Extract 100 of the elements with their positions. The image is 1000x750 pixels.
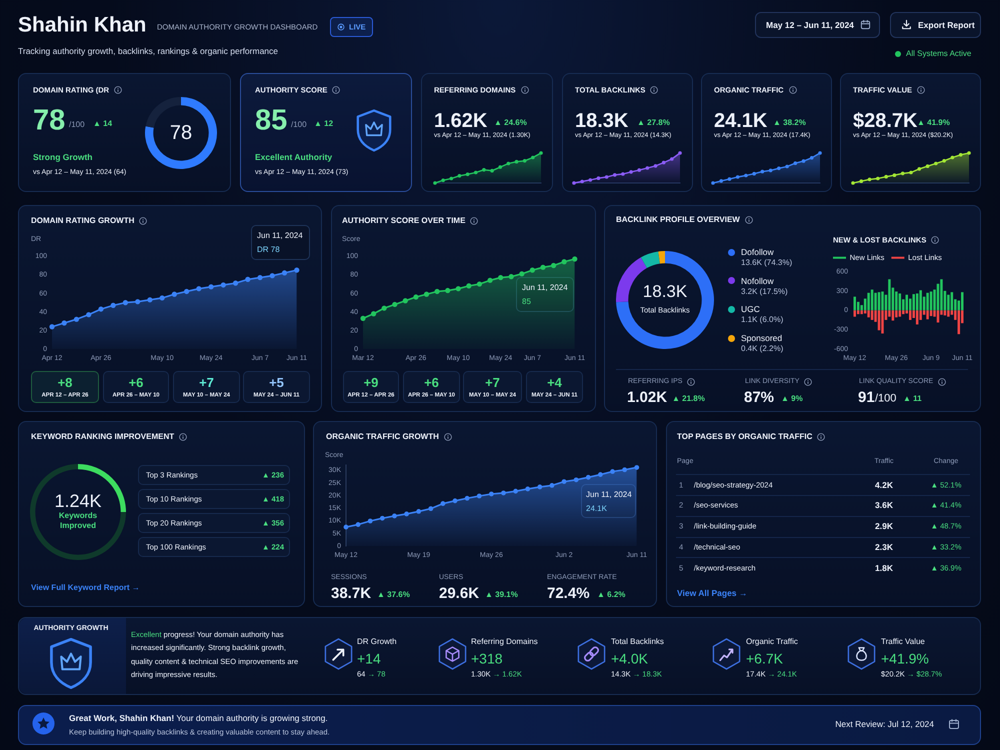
text: All Systems Active — [906, 49, 972, 58]
point — [917, 167, 922, 171]
point — [506, 162, 510, 166]
text: 2.3K — [875, 542, 893, 552]
text: 18.3K — [642, 282, 688, 301]
bar — [958, 310, 960, 334]
text: +9 — [364, 375, 378, 390]
point — [458, 174, 462, 178]
point — [612, 173, 617, 177]
point — [245, 276, 250, 282]
point — [934, 162, 938, 166]
point — [958, 153, 963, 157]
bar — [898, 310, 902, 317]
point — [540, 264, 546, 270]
point — [356, 522, 361, 527]
text: +4 — [547, 375, 562, 390]
chart-title: ORGANIC TRAFFIC GROWTH — [326, 432, 439, 442]
text: +318 — [471, 650, 503, 667]
point — [519, 271, 524, 276]
text: 29.6K — [439, 585, 480, 602]
bar — [908, 310, 912, 320]
point — [604, 175, 608, 179]
point — [572, 181, 576, 185]
text: 78 — [33, 104, 66, 137]
point — [785, 164, 789, 168]
point — [474, 170, 478, 174]
point — [909, 170, 913, 174]
chart-title: KEYWORD RANKING IMPROVEMENT — [31, 432, 174, 442]
point — [464, 496, 470, 501]
point — [514, 160, 518, 164]
text: 18.3K — [575, 110, 628, 132]
point — [476, 281, 482, 287]
point — [670, 157, 674, 161]
point — [294, 268, 300, 273]
point — [610, 469, 615, 474]
point — [596, 176, 600, 180]
text: +41.9% — [881, 650, 929, 667]
text: DR Growth — [357, 637, 397, 646]
bar — [906, 294, 908, 310]
text: ▲ 39.1% — [485, 590, 518, 600]
point — [490, 168, 494, 172]
text: 91 — [858, 389, 875, 406]
point — [562, 479, 566, 484]
chart-title: AUTHORITY SCORE OVER TIME — [342, 216, 466, 226]
text: 85 — [255, 104, 288, 137]
bar — [892, 310, 894, 321]
point — [498, 274, 504, 280]
point — [476, 494, 482, 498]
bar — [936, 310, 940, 323]
text: /100 — [875, 392, 896, 404]
point — [122, 300, 128, 306]
point — [537, 484, 542, 490]
point — [433, 181, 437, 185]
point — [884, 174, 888, 178]
bar — [895, 292, 898, 310]
point — [49, 324, 55, 330]
point — [851, 181, 855, 185]
text: 4.2K — [875, 480, 893, 490]
bar — [864, 310, 866, 314]
point — [62, 320, 67, 326]
point — [498, 165, 502, 169]
point — [402, 298, 408, 304]
point — [802, 159, 806, 163]
text: 72.4% — [547, 585, 590, 602]
point — [220, 282, 226, 288]
point — [572, 256, 578, 262]
bar — [878, 310, 880, 330]
point — [270, 273, 275, 278]
point — [441, 178, 445, 182]
point — [752, 172, 756, 176]
bar — [936, 284, 940, 310]
bar — [940, 279, 943, 310]
text: 24.1K — [714, 110, 768, 132]
point — [424, 292, 430, 297]
point — [487, 278, 493, 283]
annotation: Jun 11, 2024 — [522, 283, 568, 292]
point — [892, 173, 896, 177]
text: ▲ 9% — [781, 394, 803, 404]
point — [711, 181, 715, 185]
text: Great Work, Shahin Khan! — [69, 712, 174, 723]
text: 2.9K — [875, 521, 893, 532]
point — [445, 288, 450, 294]
chart-title: BACKLINK PROFILE OVERVIEW — [616, 215, 740, 224]
bar — [926, 310, 929, 320]
text: Keywords Improved — [58, 511, 98, 530]
text: +8 — [58, 375, 72, 390]
text: 1.62K — [434, 110, 488, 132]
point — [876, 176, 880, 180]
text: View All Pages → — [677, 588, 748, 598]
data-label: 13.6K (74.3%) — [741, 258, 792, 268]
bar — [881, 292, 884, 310]
point — [622, 467, 628, 472]
text: 1.24K — [54, 491, 102, 512]
text: Shahin Khan — [18, 13, 146, 36]
point — [629, 170, 633, 174]
point — [466, 283, 472, 288]
bar — [881, 310, 884, 334]
bar — [853, 296, 856, 310]
point — [147, 297, 152, 302]
text: 3.6K — [875, 500, 893, 510]
